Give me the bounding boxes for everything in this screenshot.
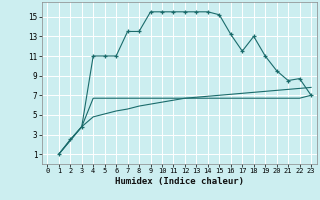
X-axis label: Humidex (Indice chaleur): Humidex (Indice chaleur) [115, 177, 244, 186]
